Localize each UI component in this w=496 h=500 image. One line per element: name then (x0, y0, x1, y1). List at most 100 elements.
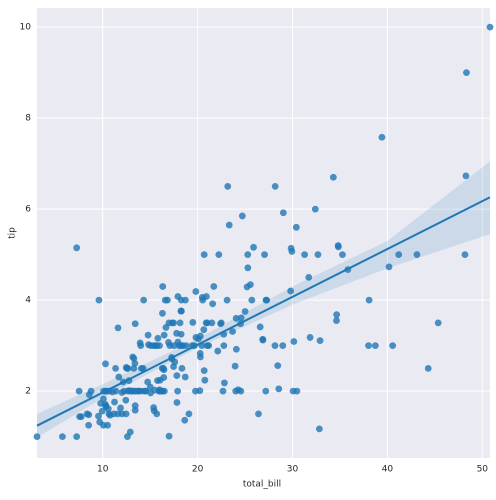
x-tick-label: 30 (287, 465, 299, 475)
point (238, 212, 246, 220)
x-tick-label: 20 (192, 465, 204, 475)
point (112, 364, 119, 372)
point (262, 387, 270, 395)
point (290, 338, 298, 345)
plot-background (37, 8, 490, 458)
point (192, 387, 199, 395)
point (178, 364, 186, 372)
point (114, 324, 122, 332)
point (215, 251, 223, 259)
point (106, 411, 114, 419)
point (224, 182, 232, 190)
point (220, 342, 228, 350)
point (159, 309, 166, 317)
point (181, 416, 189, 424)
point (114, 410, 122, 418)
point (98, 407, 106, 415)
point (214, 347, 222, 355)
x-axis-label: total_bill (243, 480, 281, 490)
point (259, 335, 267, 343)
point (83, 410, 91, 418)
point (271, 182, 279, 190)
point (124, 433, 131, 441)
point (232, 314, 240, 322)
point (200, 326, 208, 334)
point (202, 319, 210, 327)
point (210, 283, 218, 290)
point (223, 296, 231, 304)
point (162, 324, 170, 331)
point (339, 251, 346, 259)
point (199, 296, 207, 304)
point (289, 387, 297, 395)
point (248, 296, 256, 304)
point (200, 367, 208, 375)
point (137, 342, 145, 350)
point (255, 410, 262, 418)
point (261, 251, 268, 259)
point (208, 319, 216, 327)
point (181, 373, 189, 381)
point (256, 323, 264, 331)
point (59, 433, 66, 441)
point (201, 376, 209, 384)
y-tick-label: 2 (25, 387, 31, 397)
point (160, 374, 168, 381)
point (371, 342, 379, 350)
point (177, 307, 185, 315)
point (151, 342, 159, 350)
point (333, 311, 341, 319)
point (160, 331, 168, 339)
point (33, 433, 41, 441)
point (117, 404, 124, 412)
point (182, 296, 189, 304)
point (196, 349, 204, 357)
point (486, 23, 494, 31)
point (97, 399, 105, 407)
point (237, 314, 245, 322)
point (174, 387, 182, 395)
point (200, 251, 208, 259)
point (100, 421, 107, 429)
y-tick-label: 10 (20, 23, 32, 33)
point (333, 317, 340, 324)
point (144, 331, 152, 339)
point (225, 221, 233, 229)
point (77, 413, 85, 420)
point (461, 251, 469, 259)
point (311, 205, 319, 213)
point (176, 319, 184, 327)
point (165, 432, 173, 440)
point (315, 425, 323, 433)
point (151, 386, 159, 394)
point (316, 337, 324, 345)
point (85, 421, 93, 429)
point (173, 399, 181, 406)
point (424, 364, 432, 372)
point (434, 319, 442, 327)
point (73, 433, 81, 441)
point (329, 173, 337, 181)
point (365, 342, 372, 350)
point (102, 360, 109, 368)
point (189, 319, 197, 326)
point (95, 412, 102, 420)
point (124, 364, 132, 372)
point (131, 320, 139, 328)
point (131, 406, 139, 414)
point (244, 264, 252, 272)
point (244, 251, 252, 259)
point (243, 283, 251, 291)
point (75, 387, 83, 395)
y-tick-label: 4 (25, 296, 31, 306)
point (111, 398, 118, 406)
point (385, 263, 393, 271)
point (314, 251, 322, 259)
point (130, 354, 138, 362)
y-tick-label: 6 (25, 205, 31, 215)
point (279, 209, 287, 217)
point (112, 387, 120, 395)
y-axis-label: tip (8, 227, 18, 239)
point (232, 345, 240, 353)
